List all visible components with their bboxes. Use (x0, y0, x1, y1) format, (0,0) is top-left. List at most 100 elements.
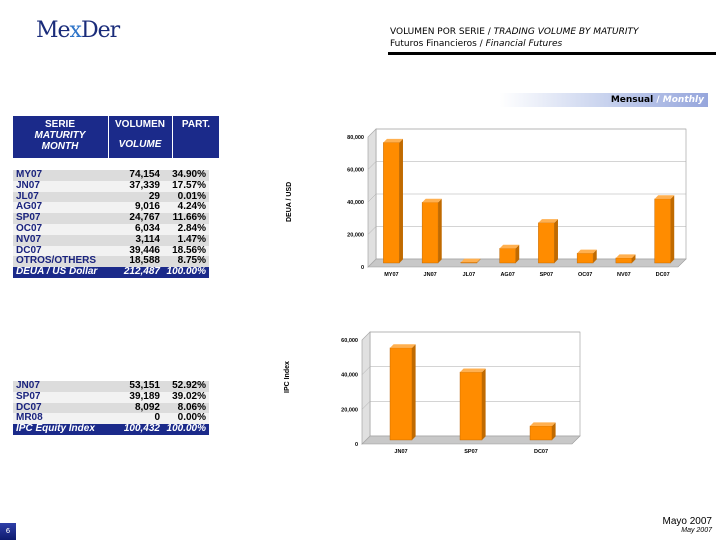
logo-part3: Der (80, 18, 120, 43)
table-row: OC07 6,034 2.84% (13, 223, 209, 235)
gridline-side (367, 258, 377, 268)
x-tick-label: NV07 (617, 272, 631, 278)
page-header: VOLUMEN POR SERIE / TRADING VOLUME BY MA… (390, 26, 639, 50)
volume-cell: 24,767 (109, 212, 163, 224)
bar-top (654, 195, 675, 199)
x-tick-label: DC07 (534, 449, 548, 455)
bar (421, 202, 439, 264)
serie-cell: JL07 (13, 191, 109, 203)
bar (499, 248, 516, 264)
header-serie: SERIE MATURITY MONTH (13, 119, 107, 152)
ipc-volume-table: JN07 53,151 52.92% SP07 39,189 39.02% DC07 8,09… (13, 380, 209, 435)
header-divider (388, 52, 716, 55)
y-tick-label: 20,000 (347, 233, 364, 239)
x-tick-label: JL07 (463, 272, 476, 278)
banner-en: Monthly (662, 95, 704, 105)
volume-cell: 37,339 (109, 180, 163, 192)
y-tick-label: 80,000 (347, 135, 364, 141)
x-tick-label: JN07 (394, 449, 407, 455)
serie-cell: MR08 (13, 413, 109, 425)
x-tick-label: MY07 (384, 272, 398, 278)
bar-side (399, 138, 403, 263)
volume-cell: 74,154 (109, 169, 163, 181)
header-month: MONTH (41, 141, 79, 152)
bar (460, 261, 478, 264)
y-tick-label: 20,000 (341, 407, 358, 413)
bar (538, 222, 555, 264)
x-tick-label: OC07 (578, 272, 592, 278)
total-part-cell: 100.00% (163, 266, 209, 278)
banner-es: Mensual (610, 95, 654, 105)
title-es: VOLUMEN POR SERIE (390, 27, 485, 37)
volume-cell: 9,016 (109, 202, 163, 214)
header-maturity: MATURITY (34, 130, 86, 141)
page-subtitle: Futuros Financieros / Financial Futures (390, 38, 639, 50)
total-serie-cell: DEUA / US Dollar (13, 266, 109, 278)
header-volume-en: VOLUME (118, 139, 162, 150)
serie-cell: JN07 (13, 380, 109, 392)
bar-side (554, 219, 558, 263)
x-tick-label: JN07 (424, 272, 437, 278)
serie-cell: DC07 (13, 402, 109, 414)
table-row: NV07 3,114 1.47% (13, 234, 209, 246)
header-divider-2 (172, 116, 173, 158)
total-serie-cell: IPC Equity Index (13, 423, 109, 435)
footer-date-es: Mayo 2007 (662, 516, 712, 527)
total-row: DEUA / US Dollar 212,487 100.00% (13, 266, 209, 278)
header-divider-1 (108, 116, 109, 158)
y-tick-label: 0 (361, 265, 364, 271)
bar-top (422, 198, 442, 203)
bar (529, 425, 553, 441)
bar-side (631, 254, 636, 263)
chart-floor (367, 258, 687, 268)
part-cell: 2.84% (163, 223, 209, 235)
part-cell: 1.47% (163, 234, 209, 246)
serie-cell: JN07 (13, 180, 109, 192)
bar-side (670, 195, 675, 263)
footer-date: Mayo 2007 May 2007 (663, 516, 712, 534)
part-cell: 17.57% (163, 180, 209, 192)
serie-cell: OTROS/OTHERS (13, 256, 109, 268)
part-cell: 34.90% (163, 169, 209, 181)
bar (459, 371, 483, 441)
bar-top (460, 368, 486, 373)
volume-cell: 53,151 (109, 380, 163, 392)
volume-cell: 6,034 (109, 223, 163, 235)
table-header: SERIE MATURITY MONTH VOLUMEN VOLUME PART… (13, 116, 219, 158)
part-cell: 39.02% (163, 391, 209, 403)
y-tick-label: 60,000 (341, 338, 358, 344)
gridline-side (361, 366, 371, 375)
bar-side (412, 344, 416, 440)
part-cell: 18.56% (163, 245, 209, 257)
bar-side (482, 368, 486, 440)
header-volumen-es: VOLUMEN (115, 119, 165, 130)
bar (389, 347, 413, 441)
part-cell: 8.75% (163, 256, 209, 268)
bar-top (538, 219, 558, 223)
bar-top (390, 344, 416, 348)
serie-cell: SP07 (13, 212, 109, 224)
bar-side (476, 258, 481, 263)
subtitle-es: Futuros Financieros (390, 39, 477, 49)
deua-volume-table: MY07 74,154 34.90% JN07 37,339 17.57% JL07 29 0.… (13, 169, 209, 278)
volume-cell: 39,446 (109, 245, 163, 257)
mexder-logo: MexDer (36, 18, 120, 43)
table-row: JL07 29 0.01% (13, 191, 209, 203)
volume-cell: 29 (109, 191, 163, 203)
x-tick-label: DC07 (656, 272, 670, 278)
x-tick-label: SP07 (464, 449, 477, 455)
subtitle-en: Financial Futures (485, 39, 563, 49)
bar-side (593, 249, 597, 263)
bar-side (515, 244, 520, 263)
part-cell: 52.92% (163, 380, 209, 392)
bar-side (552, 422, 556, 440)
volume-cell: 39,189 (109, 391, 163, 403)
y-tick-label: 60,000 (347, 168, 364, 174)
gridline-side (361, 435, 371, 445)
table-row: AG07 9,016 4.24% (13, 202, 209, 214)
part-cell: 11.66% (163, 212, 209, 224)
bar (615, 257, 633, 264)
period-banner: Mensual / Monthly (14, 93, 708, 107)
volume-cell: 18,588 (109, 256, 163, 268)
table-row: OTROS/OTHERS 18,588 8.75% (13, 256, 209, 268)
